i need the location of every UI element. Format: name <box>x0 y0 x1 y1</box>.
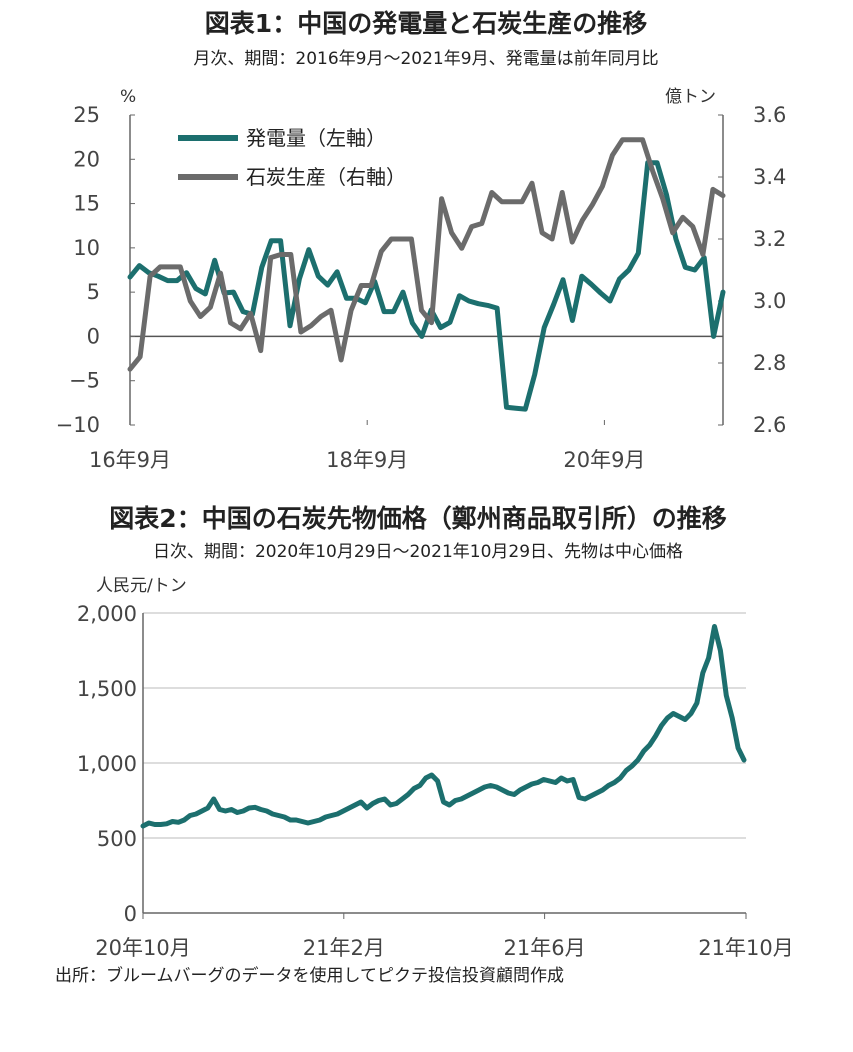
chart1-right-tick-label: 3.4 <box>753 165 786 189</box>
chart1-x-tick-label: 20年9月 <box>563 448 645 472</box>
chart1-left-tick-label: 10 <box>73 236 100 260</box>
chart2-y-tick-label: 1,500 <box>77 677 137 701</box>
chart2-y-tick-label: 2,000 <box>77 602 137 626</box>
chart1-left-tick-label: 20 <box>73 147 100 171</box>
chart2-plot: 2,000 1,500 1,000 500 0 20年10月 21年2月 21年6月 21年10… <box>77 602 794 960</box>
chart1-right-unit: 億トン <box>665 87 716 107</box>
chart2-subtitle: 日次、期間：2020年10月29日〜2021年10月29日、先物は中心価格 <box>153 542 683 562</box>
chart2-y-tick-label: 1,000 <box>77 752 137 776</box>
chart1-left-tick-label: 5 <box>87 280 100 304</box>
chart2-x-tick-label: 20年10月 <box>95 936 190 960</box>
source-note: 出所：ブルームバーグのデータを使用してピクテ投信投資顧問作成 <box>55 965 564 986</box>
chart1-subtitle: 月次、期間：2016年9月〜2021年9月、発電量は前年同月比 <box>193 49 658 69</box>
chart2-y-tick-label: 0 <box>124 902 137 926</box>
chart1-x-tick-label: 16年9月 <box>89 448 171 472</box>
legend-label-coal: 石炭生産（右軸） <box>246 165 406 189</box>
series-line-power-generation <box>127 160 726 412</box>
chart1-title: 図表1：中国の発電量と石炭生産の推移 <box>205 9 647 38</box>
chart1-x-tick-label: 18年9月 <box>326 448 408 472</box>
series-line-coal-futures-price <box>140 624 747 829</box>
chart1-legend: 発電量（左軸） 石炭生産（右軸） <box>178 126 406 189</box>
chart1-right-tick-label: 2.6 <box>753 413 786 437</box>
chart2-x-tick-label: 21年10月 <box>698 936 793 960</box>
series-line-coal-production <box>127 137 726 372</box>
chart1-left-tick-label: 25 <box>73 103 100 127</box>
chart1-right-tick-label: 3.6 <box>753 103 786 127</box>
chart1-plot: 25 20 15 10 5 0 −5 −10 3.6 3.4 3.2 3.0 2.8 2.6 16年9月 18… <box>56 103 787 472</box>
chart1-left-unit: % <box>120 87 136 107</box>
chart2-title: 図表2：中国の石炭先物価格（鄭州商品取引所）の推移 <box>109 504 726 533</box>
chart2-y-unit: 人民元/トン <box>96 576 187 596</box>
chart1-left-tick-label: 15 <box>73 192 100 216</box>
chart1-right-tick-label: 3.0 <box>753 289 786 313</box>
chart1-right-tick-label: 2.8 <box>753 351 786 375</box>
chart2-x-tick-label: 21年6月 <box>504 936 586 960</box>
chart1-left-tick-label: −10 <box>56 413 100 437</box>
chart2-x-tick-label: 21年2月 <box>303 936 385 960</box>
chart1-left-tick-label: −5 <box>69 369 100 393</box>
chart2-y-tick-label: 500 <box>97 827 137 851</box>
chart1-left-tick-label: 0 <box>87 324 100 348</box>
chart1-right-tick-label: 3.2 <box>753 227 786 251</box>
legend-label-power: 発電量（左軸） <box>246 126 386 150</box>
